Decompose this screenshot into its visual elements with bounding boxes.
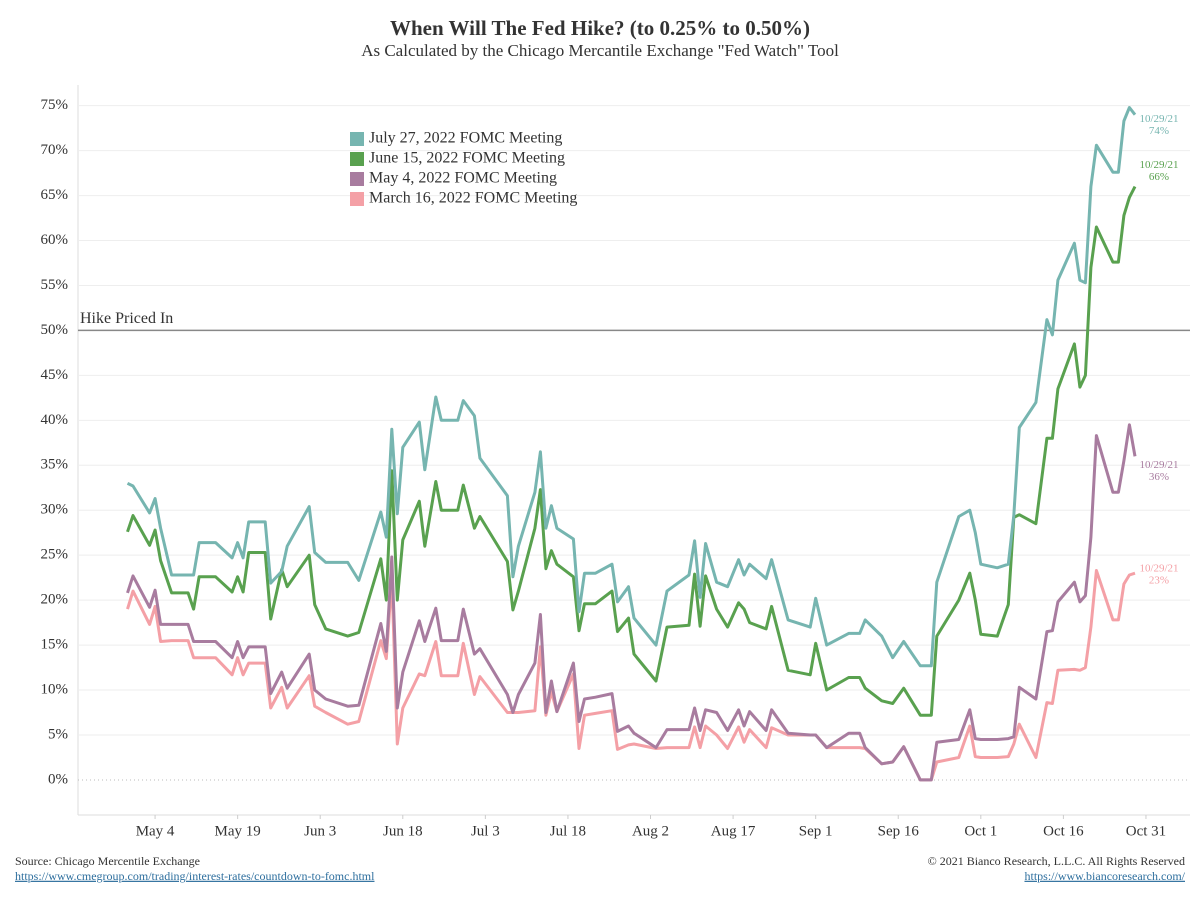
y-tick-label: 0% bbox=[48, 771, 68, 787]
x-tick-label: Oct 16 bbox=[1043, 823, 1084, 839]
x-tick-label: Sep 1 bbox=[799, 823, 833, 839]
y-tick-label: 5% bbox=[48, 726, 68, 742]
chart-subtitle: As Calculated by the Chicago Mercantile … bbox=[361, 41, 839, 60]
series-line bbox=[126, 423, 1137, 782]
y-tick-label: 55% bbox=[41, 277, 69, 293]
end-label-value: 36% bbox=[1149, 471, 1169, 483]
y-tick-label: 15% bbox=[41, 637, 69, 653]
y-tick-label: 35% bbox=[41, 457, 69, 473]
x-tick-label: Jul 3 bbox=[471, 823, 500, 839]
legend-label: July 27, 2022 FOMC Meeting bbox=[369, 130, 562, 147]
y-tick-label: 65% bbox=[41, 187, 69, 203]
y-tick-label: 10% bbox=[41, 681, 69, 697]
legend-label: May 4, 2022 FOMC Meeting bbox=[369, 170, 557, 187]
end-label-date: 10/29/21 bbox=[1139, 113, 1178, 125]
copyright: © 2021 Bianco Research, L.L.C. All Right… bbox=[928, 854, 1185, 868]
y-tick-label: 30% bbox=[41, 502, 69, 518]
series-line bbox=[126, 569, 1136, 782]
legend-swatch bbox=[350, 172, 364, 186]
y-tick-label: 20% bbox=[41, 592, 69, 608]
x-tick-label: Aug 17 bbox=[711, 823, 756, 839]
y-tick-label: 45% bbox=[41, 367, 69, 383]
copyright-url[interactable]: https://www.biancoresearch.com/ bbox=[1024, 869, 1185, 883]
x-tick-label: Jun 3 bbox=[304, 823, 336, 839]
source: Source: Chicago Mercentile Exchange bbox=[15, 854, 200, 868]
reference-label: Hike Priced In bbox=[80, 310, 173, 327]
end-label-value: 66% bbox=[1149, 171, 1169, 183]
x-tick-label: Aug 2 bbox=[632, 823, 669, 839]
x-tick-label: May 4 bbox=[136, 823, 175, 839]
y-tick-label: 40% bbox=[41, 412, 69, 428]
end-label-date: 10/29/21 bbox=[1139, 459, 1178, 471]
series-line bbox=[126, 185, 1137, 717]
x-tick-label: Oct 31 bbox=[1126, 823, 1166, 839]
y-tick-label: 60% bbox=[41, 232, 69, 248]
x-tick-label: Sep 16 bbox=[878, 823, 920, 839]
legend-swatch bbox=[350, 152, 364, 166]
legend-label: June 15, 2022 FOMC Meeting bbox=[369, 150, 565, 167]
y-tick-label: 50% bbox=[41, 322, 69, 338]
legend-label: March 16, 2022 FOMC Meeting bbox=[369, 190, 577, 207]
series-line bbox=[126, 106, 1137, 668]
x-tick-label: May 19 bbox=[215, 823, 261, 839]
y-tick-label: 70% bbox=[41, 142, 69, 158]
x-tick-label: Jun 18 bbox=[383, 823, 423, 839]
y-tick-label: 75% bbox=[41, 97, 69, 113]
end-label-value: 74% bbox=[1149, 125, 1169, 137]
end-label-date: 10/29/21 bbox=[1139, 563, 1178, 575]
end-label-value: 23% bbox=[1149, 575, 1169, 587]
source-url[interactable]: https://www.cmegroup.com/trading/interes… bbox=[15, 869, 375, 883]
x-tick-label: Jul 18 bbox=[550, 823, 586, 839]
end-label-date: 10/29/21 bbox=[1139, 159, 1178, 171]
chart-title: When Will The Fed Hike? (to 0.25% to 0.5… bbox=[390, 16, 810, 40]
legend-swatch bbox=[350, 192, 364, 206]
y-tick-label: 25% bbox=[41, 547, 69, 563]
legend-swatch bbox=[350, 132, 364, 146]
x-tick-label: Oct 1 bbox=[964, 823, 997, 839]
